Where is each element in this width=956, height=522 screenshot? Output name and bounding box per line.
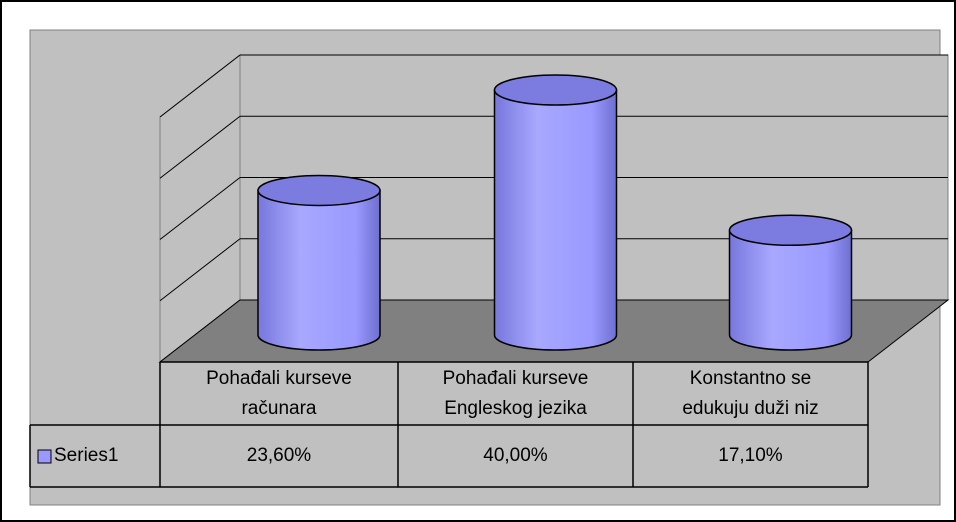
grid-line-side bbox=[159, 238, 241, 302]
category-label: Pohađali kurseve računara bbox=[206, 367, 352, 419]
cylinder-top bbox=[728, 214, 853, 247]
category-label: Pohađali kurseve Engleskog jezika bbox=[442, 367, 589, 419]
grid-line-side bbox=[159, 177, 241, 240]
grid-line-side bbox=[159, 115, 241, 179]
category-label: Konstantno se edukuju duži niz bbox=[682, 367, 819, 419]
cylinder-body bbox=[728, 229, 853, 351]
cylinder-top bbox=[493, 74, 618, 106]
cylinder-top bbox=[257, 174, 381, 207]
value-label: 40,00% bbox=[483, 445, 548, 466]
grid-line-side bbox=[159, 54, 241, 118]
data-table-lines bbox=[29, 361, 869, 488]
legend-label: Series1 bbox=[54, 445, 119, 466]
legend-swatch bbox=[37, 449, 52, 464]
value-label: 17,10% bbox=[718, 445, 783, 466]
cylinder-body bbox=[257, 189, 381, 351]
value-label: 23,60% bbox=[246, 445, 312, 466]
cylinder-body bbox=[493, 89, 618, 351]
